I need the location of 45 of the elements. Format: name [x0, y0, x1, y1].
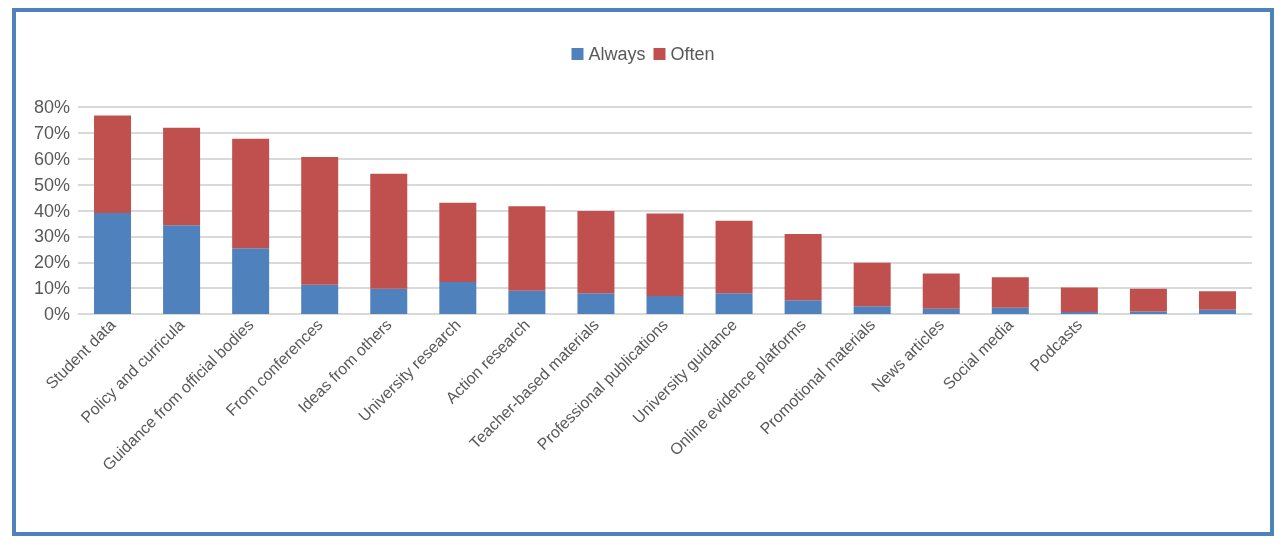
bar	[646, 295, 684, 314]
bar	[163, 225, 201, 314]
bar	[922, 308, 960, 314]
y-tick-label: 60%	[33, 148, 70, 169]
bar	[1060, 287, 1098, 312]
bar	[922, 273, 960, 309]
y-tick-label: 0%	[43, 304, 70, 324]
y-tick-label: 70%	[33, 122, 70, 143]
bar	[508, 290, 546, 314]
bar	[1198, 291, 1236, 310]
y-tick-label: 50%	[33, 174, 70, 195]
bar	[301, 284, 339, 314]
bar	[784, 234, 822, 301]
bar	[232, 138, 270, 249]
bar	[94, 213, 132, 314]
bar	[370, 173, 408, 289]
y-tick-label: 40%	[33, 200, 70, 221]
bar	[439, 281, 477, 314]
bar	[577, 211, 615, 294]
bar	[439, 202, 477, 282]
bar	[853, 262, 891, 307]
bar	[577, 293, 615, 314]
bar	[1129, 311, 1167, 314]
y-tick-label: 10%	[33, 278, 70, 299]
legend-label: Often	[670, 44, 715, 64]
bar	[508, 206, 546, 291]
y-tick-label: 80%	[33, 97, 70, 117]
bar	[1060, 311, 1098, 314]
bar	[715, 293, 753, 314]
bar	[301, 156, 339, 285]
bar	[646, 213, 684, 296]
bar	[991, 277, 1029, 308]
legend-label: Always	[588, 44, 646, 64]
bar	[1198, 309, 1236, 314]
bar	[94, 115, 132, 214]
bar	[853, 306, 891, 314]
bar	[784, 300, 822, 314]
y-tick-label: 20%	[33, 252, 70, 273]
bar	[232, 248, 270, 314]
bar	[715, 220, 753, 294]
y-tick-label: 30%	[33, 226, 70, 247]
bar	[163, 127, 201, 226]
bar	[991, 307, 1029, 314]
bar	[1129, 288, 1167, 312]
bar	[370, 288, 408, 314]
